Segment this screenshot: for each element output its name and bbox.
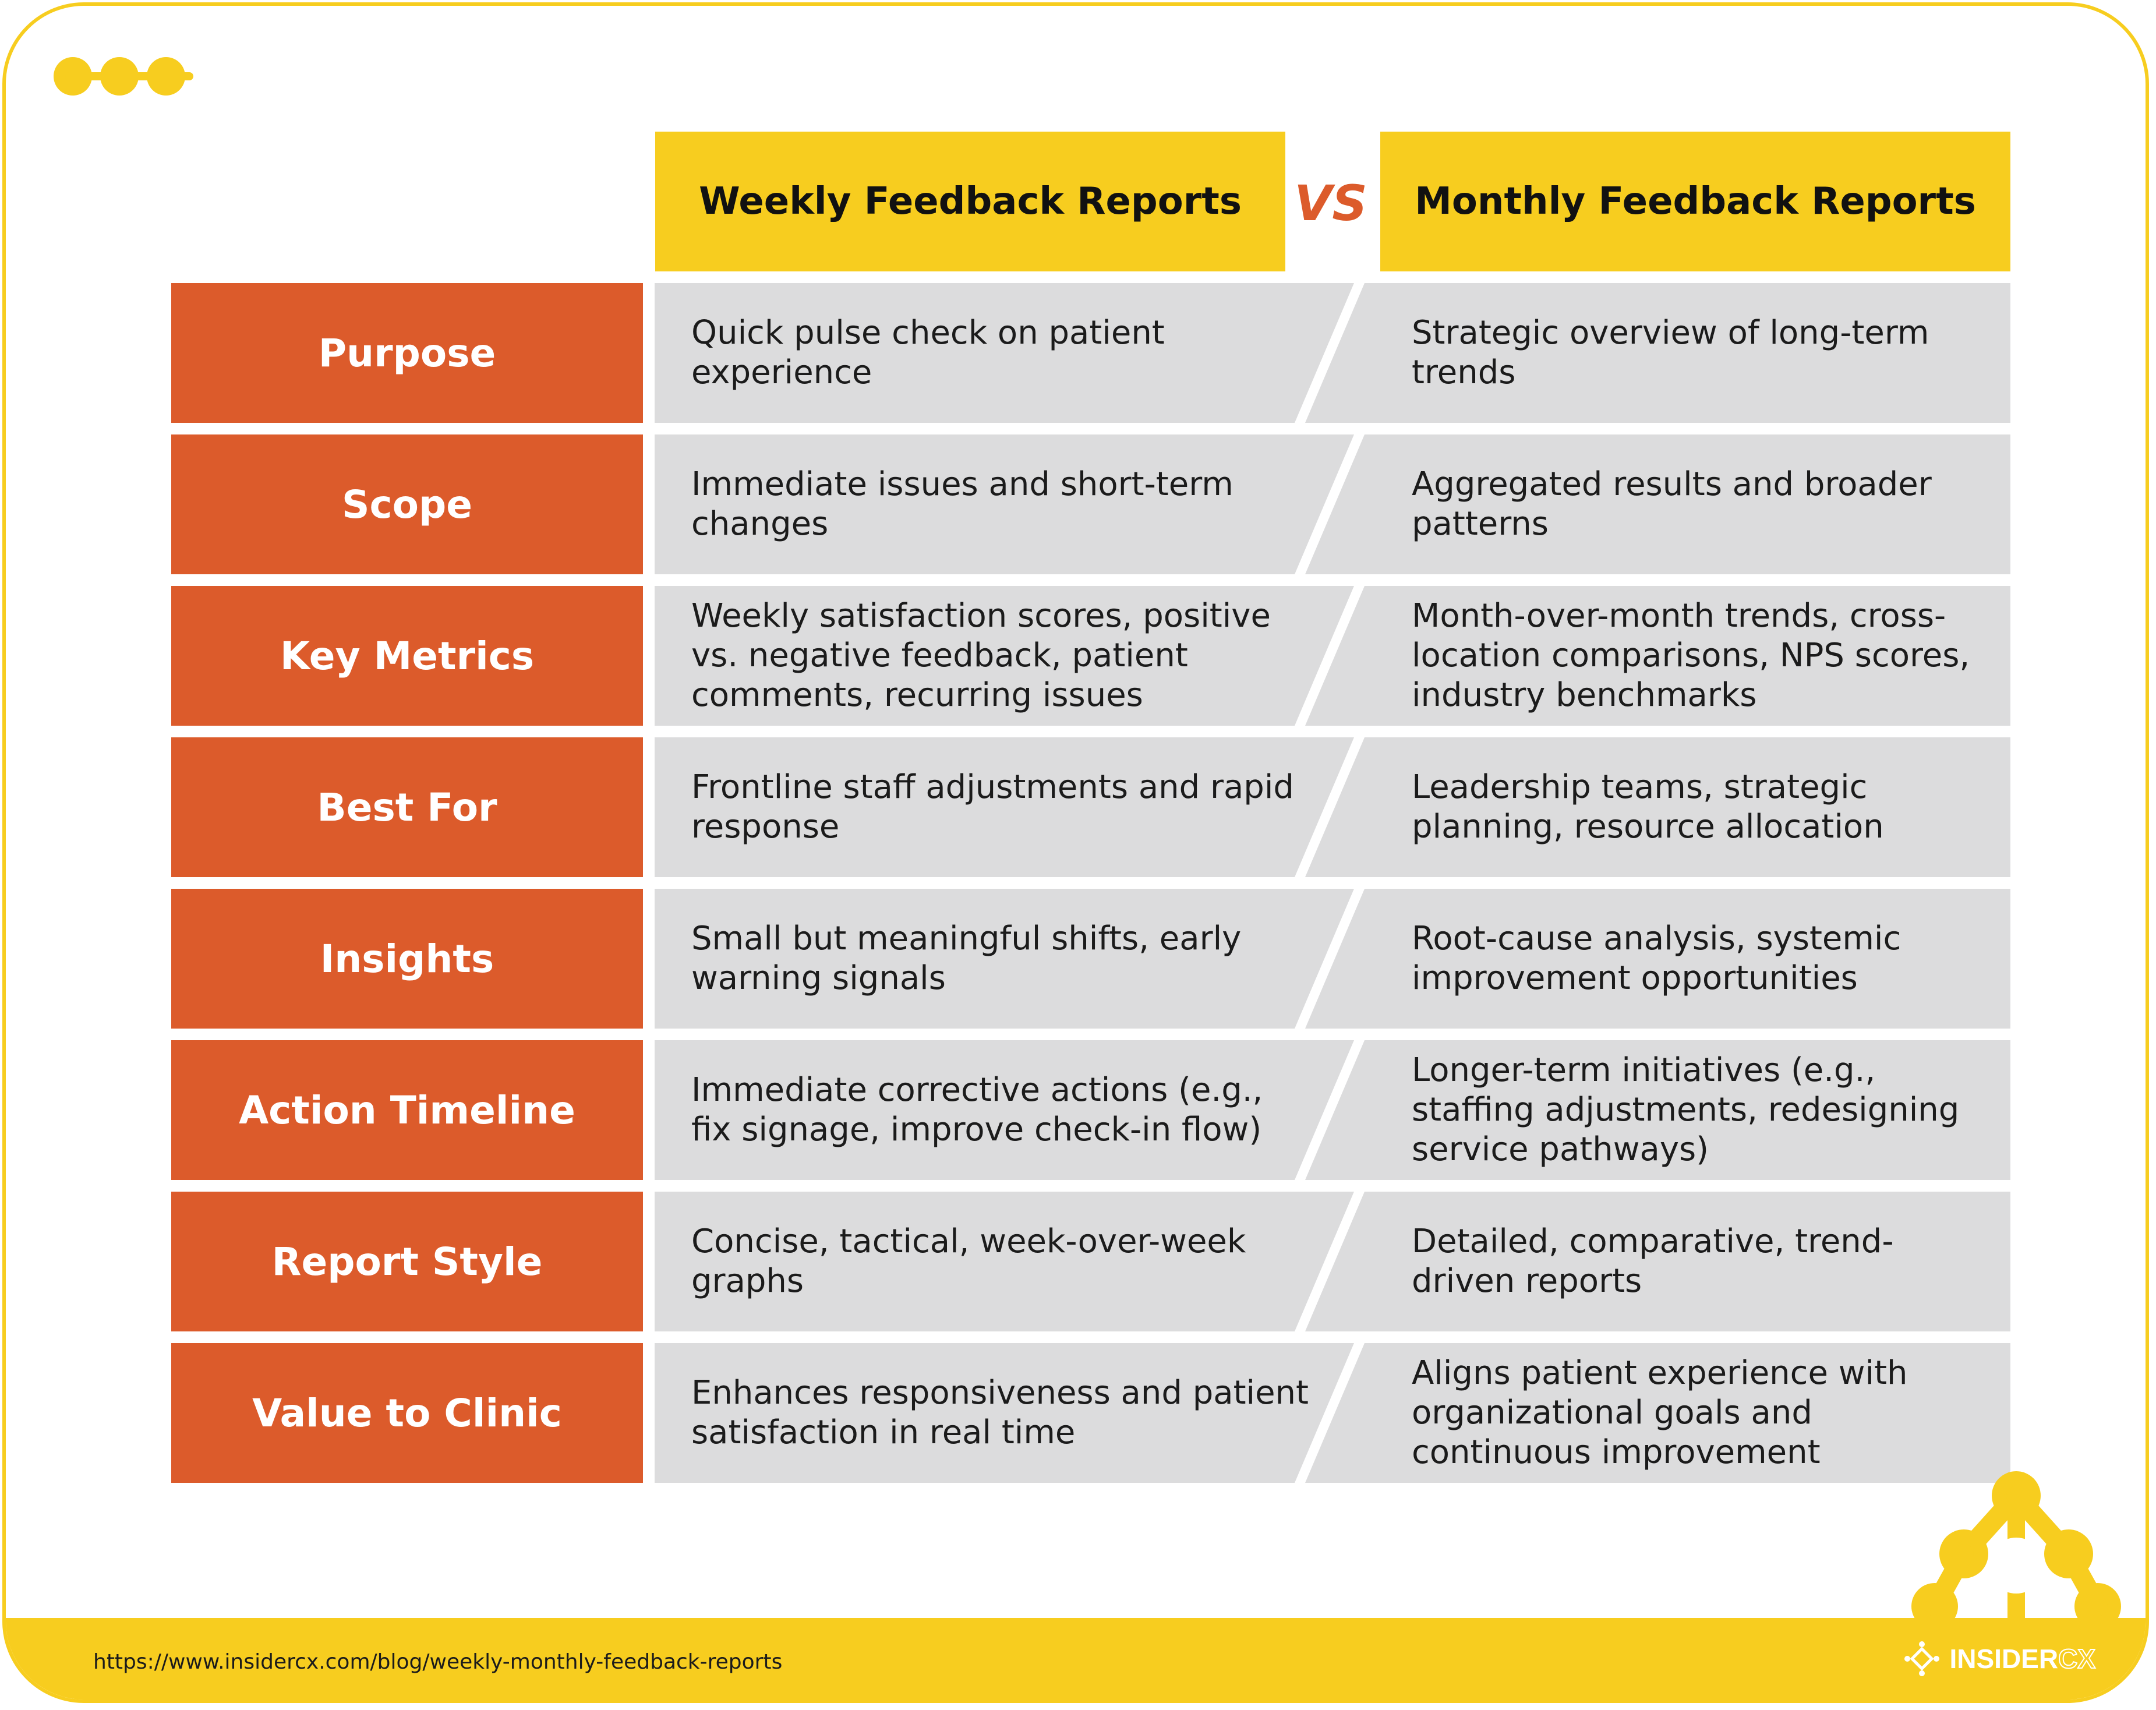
- weekly-column-header: Weekly Feedback Reports: [655, 132, 1285, 271]
- table-row: Purpose Quick pulse check on patient expe…: [171, 283, 2010, 423]
- diagonal-divider: [1295, 586, 1365, 726]
- row-label: Scope: [171, 434, 643, 574]
- diagonal-divider: [1295, 283, 1365, 423]
- monthly-column-header: Monthly Feedback Reports: [1380, 132, 2010, 271]
- monthly-cell: Detailed, comparative, trend-driven repo…: [1412, 1223, 1894, 1300]
- weekly-cell: Weekly satisfaction scores, positive vs.…: [691, 597, 1271, 714]
- monthly-cell: Longer-term initiatives (e.g., staffing …: [1412, 1051, 1960, 1168]
- window-dots-decoration: [54, 57, 193, 96]
- monthly-cell: Aggregated results and broader patterns: [1412, 465, 1932, 543]
- table-row: Scope Immediate issues and short-term cha…: [171, 434, 2010, 574]
- monthly-cell: Root-cause analysis, systemic improvemen…: [1412, 920, 1901, 997]
- weekly-cell: Immediate corrective actions (e.g., fix …: [691, 1071, 1263, 1149]
- brand-network-icon: [1911, 1471, 2121, 1630]
- table-row: Value to Clinic Enhances responsiveness a…: [171, 1343, 2010, 1483]
- monthly-cell: Month-over-month trends, cross-location …: [1412, 597, 1970, 714]
- row-label: Action Timeline: [171, 1040, 643, 1180]
- monthly-cell: Leadership teams, strategic planning, re…: [1412, 768, 1884, 846]
- brand-logo: INSIDERCX: [1904, 1641, 2096, 1676]
- brand-name-accent: CX: [2058, 1643, 2096, 1674]
- row-label: Report Style: [171, 1192, 643, 1331]
- weekly-cell: Quick pulse check on patient experience: [691, 314, 1165, 391]
- row-label: Best For: [171, 737, 643, 877]
- table-row: Insights Small but meaningful shifts, ear…: [171, 889, 2010, 1029]
- weekly-cell: Concise, tactical, week-over-week graphs: [691, 1223, 1246, 1300]
- vs-label: VS: [1294, 175, 1367, 232]
- weekly-cell: Immediate issues and short-term changes: [691, 465, 1233, 543]
- weekly-cell: Enhances responsiveness and patient sati…: [691, 1374, 1309, 1451]
- insidercx-logo-icon: [1904, 1641, 1939, 1676]
- brand-name: INSIDER: [1949, 1644, 2059, 1674]
- row-label: Value to Clinic: [171, 1343, 643, 1483]
- diagonal-divider: [1295, 889, 1365, 1029]
- table-row: Action Timeline Immediate corrective acti…: [171, 1040, 2010, 1180]
- diagonal-divider: [1295, 1040, 1365, 1180]
- diagonal-divider: [1295, 737, 1365, 877]
- table-row: Report Style Concise, tactical, week-over…: [171, 1192, 2010, 1331]
- table-row: Key Metrics Weekly satisfaction scores, p…: [171, 586, 2010, 726]
- row-label: Key Metrics: [171, 586, 643, 726]
- diagonal-divider: [1295, 434, 1365, 574]
- source-url[interactable]: https://www.insidercx.com/blog/weekly-mo…: [93, 1650, 783, 1674]
- table-row: Best For Frontline staff adjustments and …: [171, 737, 2010, 877]
- monthly-cell: Strategic overview of long-term trends: [1412, 314, 1929, 391]
- diagonal-divider: [1295, 1343, 1365, 1483]
- monthly-cell: Aligns patient experience with organizat…: [1412, 1354, 1908, 1471]
- row-label: Purpose: [171, 283, 643, 423]
- weekly-cell: Frontline staff adjustments and rapid re…: [691, 768, 1294, 846]
- diagonal-divider: [1295, 1192, 1365, 1331]
- weekly-cell: Small but meaningful shifts, early warni…: [691, 920, 1242, 997]
- row-label: Insights: [171, 889, 643, 1029]
- footer-bar: https://www.insidercx.com/blog/weekly-mo…: [6, 1618, 2146, 1700]
